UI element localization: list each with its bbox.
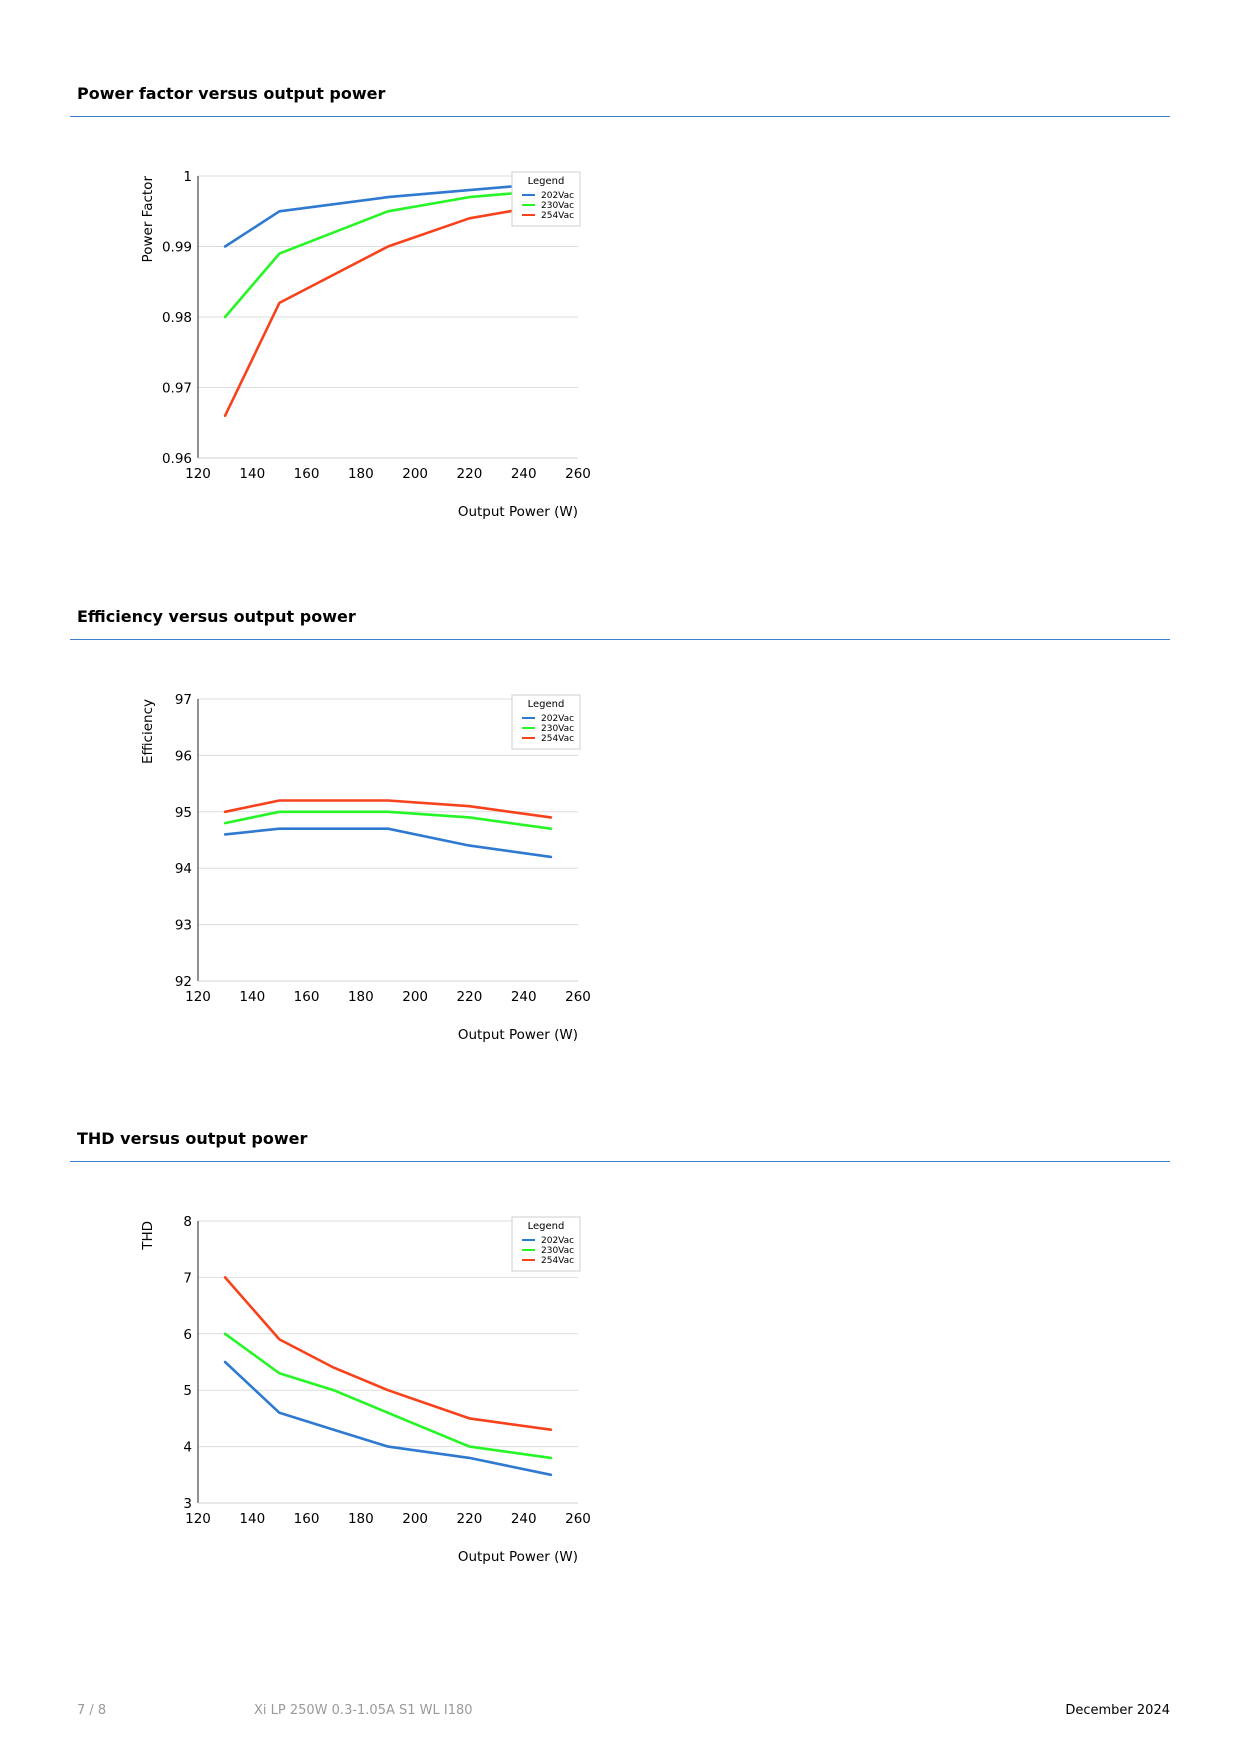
legend-title: Legend xyxy=(528,699,565,710)
efficiency-chart: 92 93 94 95 96 97 120 140 160 180 200 220 240 260 Outp… xyxy=(140,692,591,1043)
x-tick-label: 140 xyxy=(239,1511,265,1527)
section-title: THD versus output power xyxy=(77,1129,308,1148)
series-line-230Vac xyxy=(223,188,553,319)
legend-title: Legend xyxy=(528,176,565,187)
x-tick-label: 200 xyxy=(402,1511,428,1527)
thd-chart: 3 4 5 6 7 8 120 140 160 180 200 220 240 260 Output Pow… xyxy=(140,1214,591,1565)
y-tick-label: 4 xyxy=(183,1440,192,1456)
legend-label: 254Vac xyxy=(541,734,574,744)
y-tick-label: 94 xyxy=(175,861,192,877)
y-tick-label: 3 xyxy=(183,1496,192,1512)
page-number: 7 / 8 xyxy=(77,1703,107,1718)
x-axis-title: Output Power (W) xyxy=(458,504,578,520)
x-tick-label: 240 xyxy=(511,989,537,1005)
x-tick-label: 220 xyxy=(457,1511,483,1527)
legend-box xyxy=(511,1216,581,1272)
series-line-254Vac xyxy=(223,1276,553,1431)
y-tick-label: 0.96 xyxy=(162,451,192,467)
legend-label: 202Vac xyxy=(541,1236,574,1246)
series-line-230Vac xyxy=(223,810,553,830)
y-axis-title: Power Factor xyxy=(140,176,156,263)
y-tick-label: 1 xyxy=(183,169,192,185)
legend-label: 254Vac xyxy=(541,1256,574,1266)
series-line-202Vac xyxy=(223,181,553,248)
product-name: Xi LP 250W 0.3-1.05A S1 WL I180 xyxy=(254,1703,473,1718)
section-divider xyxy=(70,1161,1170,1162)
x-tick-label: 120 xyxy=(185,1511,211,1527)
legend-label: 202Vac xyxy=(541,191,574,201)
y-tick-label: 92 xyxy=(175,974,192,990)
x-tick-label: 120 xyxy=(185,466,211,482)
series-line-254Vac xyxy=(223,799,553,819)
x-tick-label: 260 xyxy=(565,989,591,1005)
y-tick-label: 96 xyxy=(175,748,192,764)
x-tick-label: 220 xyxy=(457,989,483,1005)
legend-label: 230Vac xyxy=(541,724,574,734)
legend-label: 254Vac xyxy=(541,211,574,221)
section-divider xyxy=(70,639,1170,640)
section-title: Efficiency versus output power xyxy=(77,607,356,626)
x-tick-label: 200 xyxy=(402,989,428,1005)
series-line-230Vac xyxy=(223,1332,553,1460)
x-tick-label: 220 xyxy=(457,466,483,482)
y-tick-label: 93 xyxy=(175,918,192,934)
x-tick-label: 120 xyxy=(185,989,211,1005)
x-tick-label: 240 xyxy=(511,1511,537,1527)
legend-box xyxy=(511,694,581,750)
y-tick-label: 6 xyxy=(183,1327,192,1343)
legend-box xyxy=(511,171,581,227)
x-axis-title: Output Power (W) xyxy=(458,1027,578,1043)
x-tick-label: 160 xyxy=(294,989,320,1005)
x-tick-label: 180 xyxy=(348,989,374,1005)
section-divider xyxy=(70,116,1170,117)
legend-label: 202Vac xyxy=(541,714,574,724)
x-tick-label: 140 xyxy=(239,989,265,1005)
x-tick-label: 140 xyxy=(239,466,265,482)
x-tick-label: 180 xyxy=(348,466,374,482)
y-tick-label: 8 xyxy=(183,1214,192,1230)
y-tick-label: 97 xyxy=(175,692,192,708)
y-tick-label: 95 xyxy=(175,805,192,821)
y-tick-label: 0.98 xyxy=(162,310,192,326)
x-tick-label: 160 xyxy=(294,1511,320,1527)
section-title: Power factor versus output power xyxy=(77,84,386,103)
y-tick-label: 7 xyxy=(183,1270,192,1286)
y-tick-label: 0.97 xyxy=(162,381,192,397)
y-tick-label: 0.99 xyxy=(162,240,192,256)
power-factor-chart: 0.96 0.97 0.98 0.99 1 120 140 160 180 200 220 240 26… xyxy=(140,169,591,520)
y-axis-title: Efficiency xyxy=(140,699,156,764)
x-tick-label: 200 xyxy=(402,466,428,482)
legend-label: 230Vac xyxy=(541,201,574,211)
x-tick-label: 240 xyxy=(511,466,537,482)
x-tick-label: 160 xyxy=(294,466,320,482)
x-tick-label: 180 xyxy=(348,1511,374,1527)
series-line-254Vac xyxy=(223,202,553,418)
legend-title: Legend xyxy=(528,1221,565,1232)
y-tick-label: 5 xyxy=(183,1383,192,1399)
series-line-202Vac xyxy=(223,1360,553,1477)
x-tick-label: 260 xyxy=(565,466,591,482)
series-line-202Vac xyxy=(223,827,553,859)
legend-label: 230Vac xyxy=(541,1246,574,1256)
x-tick-label: 260 xyxy=(565,1511,591,1527)
y-axis-title: THD xyxy=(140,1221,156,1251)
x-axis-title: Output Power (W) xyxy=(458,1549,578,1565)
document-date: December 2024 xyxy=(1065,1703,1170,1718)
